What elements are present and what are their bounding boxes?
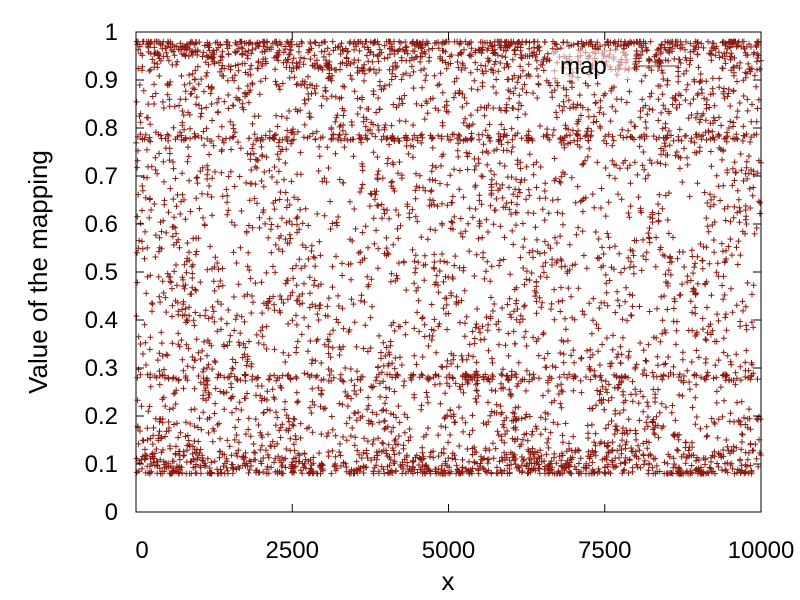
y-tick-label: 0.8: [85, 115, 118, 142]
x-axis-ticks: 0 2500 5000 7500 10000: [135, 32, 794, 564]
y-tick-label: 0.3: [85, 355, 118, 382]
y-tick-label: 0.4: [85, 307, 118, 334]
y-tick-label: 0.6: [85, 211, 118, 238]
x-tick-label: 0: [135, 537, 148, 564]
x-tick-label: 2500: [266, 537, 319, 564]
series-map-points: [133, 38, 764, 477]
legend-label: map: [560, 53, 607, 80]
y-tick-label: 0.1: [85, 451, 118, 478]
x-axis-title: x: [442, 566, 455, 596]
y-axis-title: Value of the mapping: [23, 150, 53, 394]
legend-marker: [638, 60, 678, 72]
y-axis-ticks: 0 0.1 0.2 0.3 0.4 0.5 0.6 0.7 0.8 0.9 1: [85, 19, 761, 526]
x-tick-label: 10000: [728, 537, 795, 564]
y-tick-label: 0.2: [85, 403, 118, 430]
x-tick-label: 5000: [422, 537, 475, 564]
y-tick-label: 0.9: [85, 67, 118, 94]
legend-background: [552, 50, 632, 80]
y-tick-label: 0.7: [85, 163, 118, 190]
data-points: [133, 38, 764, 477]
y-tick-label: 0.5: [85, 259, 118, 286]
x-tick-label: 7500: [578, 537, 631, 564]
y-tick-label: 1: [105, 19, 118, 46]
y-tick-label: 0: [105, 499, 118, 526]
